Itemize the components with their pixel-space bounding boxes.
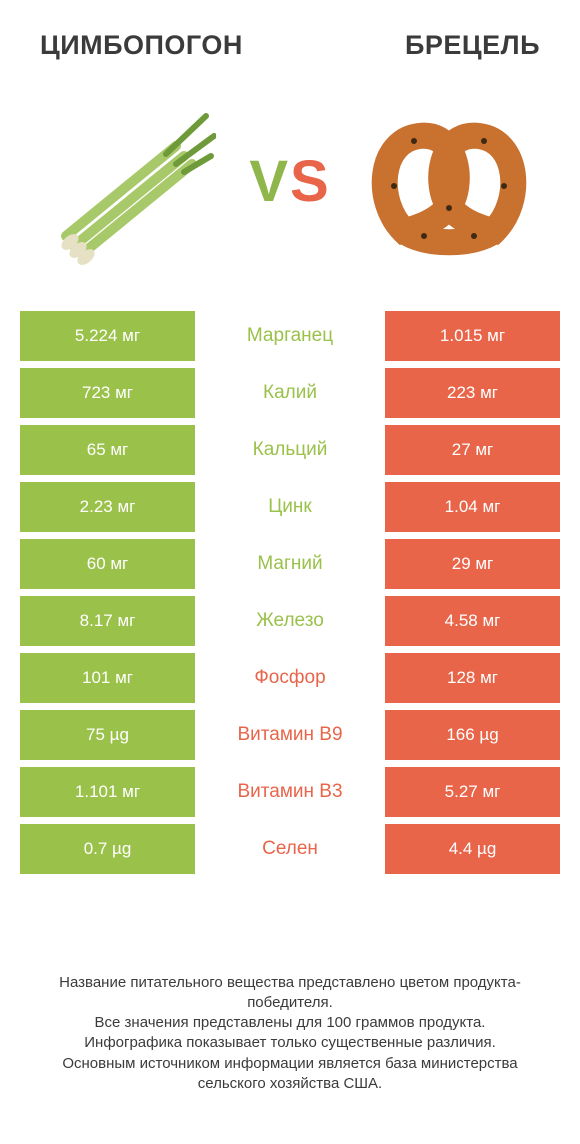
left-value-cell: 8.17 мг — [20, 596, 195, 646]
nutrient-name-cell: Цинк — [195, 482, 385, 532]
right-value-cell: 27 мг — [385, 425, 560, 475]
vs-label: VS — [249, 148, 330, 215]
left-value-cell: 5.224 мг — [20, 311, 195, 361]
table-row: 75 µgВитамин B9166 µg — [20, 710, 560, 760]
left-value-cell: 2.23 мг — [20, 482, 195, 532]
right-value-cell: 29 мг — [385, 539, 560, 589]
table-row: 1.101 мгВитамин B35.27 мг — [20, 767, 560, 817]
footer-notes: Название питательного вещества представл… — [20, 973, 560, 1125]
footnote-4: Основным источником информации является … — [40, 1054, 540, 1095]
right-value-cell: 4.4 µg — [385, 824, 560, 874]
table-row: 2.23 мгЦинк1.04 мг — [20, 482, 560, 532]
left-value-cell: 75 µg — [20, 710, 195, 760]
left-value-cell: 1.101 мг — [20, 767, 195, 817]
nutrient-name-cell: Витамин B9 — [195, 710, 385, 760]
table-row: 60 мгМагний29 мг — [20, 539, 560, 589]
lemongrass-icon — [46, 96, 216, 266]
right-product-title: Брецель — [405, 30, 540, 61]
right-value-cell: 1.04 мг — [385, 482, 560, 532]
nutrient-name-cell: Селен — [195, 824, 385, 874]
nutrient-name-cell: Калий — [195, 368, 385, 418]
table-row: 0.7 µgСелен4.4 µg — [20, 824, 560, 874]
footnote-2: Все значения представлены для 100 граммо… — [40, 1013, 540, 1033]
right-value-cell: 223 мг — [385, 368, 560, 418]
right-value-cell: 4.58 мг — [385, 596, 560, 646]
comparison-page: Цимбопогон Брецель VS — [0, 0, 580, 1144]
table-row: 5.224 мгМарганец1.015 мг — [20, 311, 560, 361]
nutrient-table: 5.224 мгМарганец1.015 мг 723 мгКалий223 м… — [20, 311, 560, 874]
nutrient-name-cell: Марганец — [195, 311, 385, 361]
table-row: 723 мгКалий223 мг — [20, 368, 560, 418]
nutrient-name-cell: Железо — [195, 596, 385, 646]
table-row: 8.17 мгЖелезо4.58 мг — [20, 596, 560, 646]
right-value-cell: 1.015 мг — [385, 311, 560, 361]
vs-v-letter: V — [249, 149, 290, 214]
left-value-cell: 60 мг — [20, 539, 195, 589]
titles-row: Цимбопогон Брецель — [20, 30, 560, 61]
vs-s-letter: S — [290, 149, 331, 214]
left-value-cell: 0.7 µg — [20, 824, 195, 874]
footnote-1: Название питательного вещества представл… — [40, 973, 540, 1014]
nutrient-name-cell: Кальций — [195, 425, 385, 475]
vs-row: VS — [20, 81, 560, 281]
left-value-cell: 101 мг — [20, 653, 195, 703]
left-product-title: Цимбопогон — [40, 30, 243, 61]
table-row: 101 мгФосфор128 мг — [20, 653, 560, 703]
nutrient-name-cell: Фосфор — [195, 653, 385, 703]
right-value-cell: 5.27 мг — [385, 767, 560, 817]
pretzel-icon — [364, 96, 534, 266]
nutrient-name-cell: Магний — [195, 539, 385, 589]
nutrient-name-cell: Витамин B3 — [195, 767, 385, 817]
footnote-3: Инфографика показывает только существенн… — [40, 1033, 540, 1053]
table-row: 65 мгКальций27 мг — [20, 425, 560, 475]
left-value-cell: 65 мг — [20, 425, 195, 475]
right-value-cell: 166 µg — [385, 710, 560, 760]
left-value-cell: 723 мг — [20, 368, 195, 418]
right-value-cell: 128 мг — [385, 653, 560, 703]
